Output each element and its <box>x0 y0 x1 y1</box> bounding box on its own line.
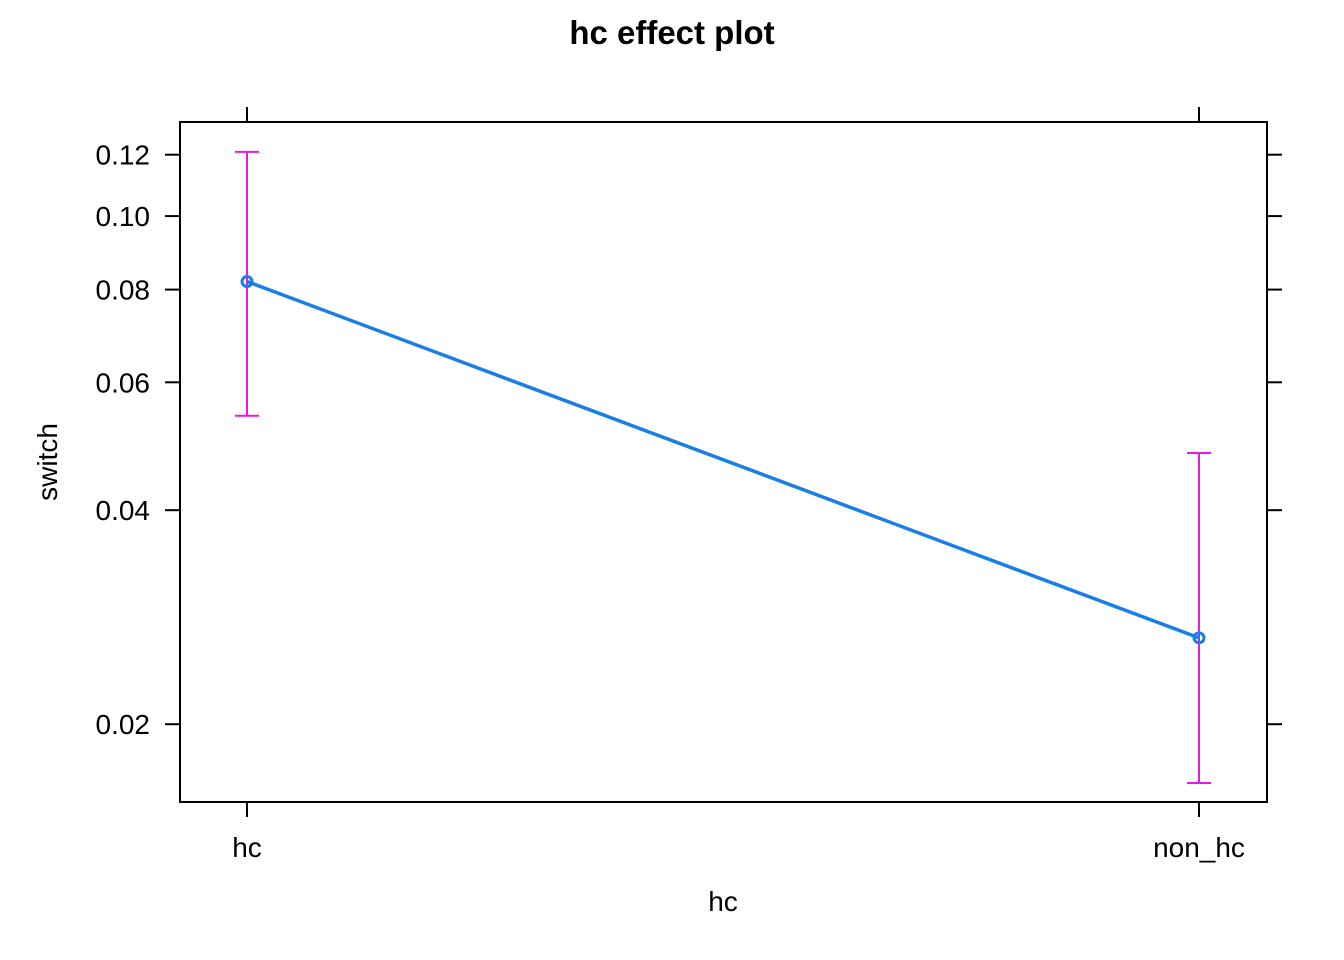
y-tick-label: 0.06 <box>96 367 151 398</box>
x-axis: hc non_hc <box>232 107 1245 863</box>
y-tick-label: 0.08 <box>96 275 151 306</box>
plot-frame <box>179 121 1268 803</box>
x-tick-label: non_hc <box>1153 832 1245 863</box>
y-tick-label: 0.10 <box>96 201 151 232</box>
series-line-layer <box>246 279 1200 640</box>
data-point <box>1192 631 1206 645</box>
y-tick-label: 0.04 <box>96 495 151 526</box>
confidence-intervals <box>235 150 1211 784</box>
x-tick-label: hc <box>232 832 262 863</box>
y-axis: 0.02 0.04 0.06 0.08 0.10 0.12 <box>96 140 1282 740</box>
series-line <box>246 279 1200 640</box>
series-points <box>240 275 1206 645</box>
chart-title: hc effect plot <box>569 14 774 51</box>
data-point <box>240 275 254 289</box>
x-axis-label: hc <box>708 886 738 917</box>
y-tick-label: 0.02 <box>96 709 151 740</box>
y-tick-label: 0.12 <box>96 140 151 171</box>
y-axis-label: switch <box>32 423 63 501</box>
